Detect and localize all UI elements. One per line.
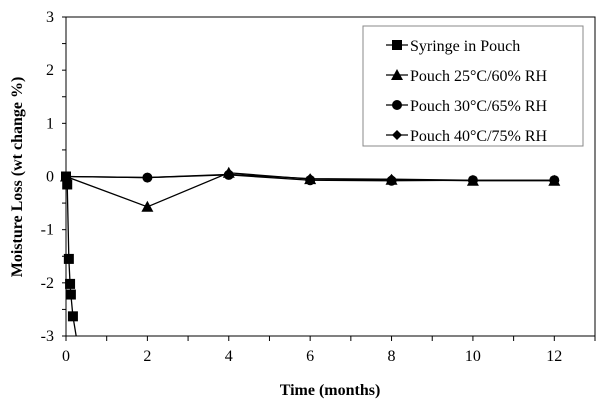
y-tick-label: -3	[41, 328, 54, 345]
x-tick-label: 10	[465, 348, 481, 365]
legend-item: Pouch 25°C/60% RH	[386, 68, 548, 85]
data-point	[467, 175, 478, 186]
data-point	[141, 200, 154, 212]
data-point	[65, 278, 76, 289]
x-axis-title: Time (months)	[280, 382, 381, 399]
legend-item: Syringe in Pouch	[386, 38, 520, 55]
x-tick-label: 12	[546, 348, 562, 365]
data-point	[65, 289, 76, 300]
series-square	[61, 171, 78, 336]
series-diamond	[61, 169, 560, 186]
y-tick-label: -1	[41, 222, 54, 239]
y-axis-title: Moisture Loss (wt change %)	[9, 77, 26, 278]
series-layer	[60, 166, 561, 336]
data-point	[142, 172, 153, 183]
data-point	[549, 175, 560, 186]
y-tick-label: 1	[46, 115, 54, 132]
y-tick-label: -2	[41, 275, 54, 292]
legend: Syringe in Pouch Pouch 25°C/60% RH Pouch 3…	[362, 25, 584, 147]
legend-item: Pouch 40°C/75% RH	[386, 128, 548, 145]
data-point	[67, 311, 78, 322]
data-point	[61, 171, 71, 182]
series-triangle	[60, 166, 561, 212]
y-tick-label: 2	[46, 62, 54, 79]
legend-label: Pouch 30°C/65% RH	[410, 98, 548, 115]
data-point	[63, 253, 74, 264]
x-tick-label: 0	[62, 348, 70, 365]
x-tick-label: 8	[388, 348, 396, 365]
data-point	[223, 169, 234, 180]
data-point	[305, 173, 316, 184]
legend-marker-circle	[392, 100, 402, 110]
x-tick-label: 6	[306, 348, 314, 365]
legend-label: Syringe in Pouch	[410, 38, 520, 55]
y-tick-label: 3	[46, 9, 54, 26]
legend-label: Pouch 40°C/75% RH	[410, 128, 548, 145]
data-point	[386, 174, 397, 185]
legend-label: Pouch 25°C/60% RH	[410, 68, 548, 85]
legend-marker-square	[392, 40, 402, 50]
legend-marker-diamond	[392, 130, 402, 140]
x-tick-label: 2	[143, 348, 151, 365]
legend-item: Pouch 30°C/65% RH	[386, 98, 548, 115]
x-tick-label: 4	[225, 348, 233, 365]
legend-marker-triangle	[391, 69, 403, 80]
data-point	[62, 179, 73, 190]
y-tick-label: 0	[46, 169, 54, 186]
